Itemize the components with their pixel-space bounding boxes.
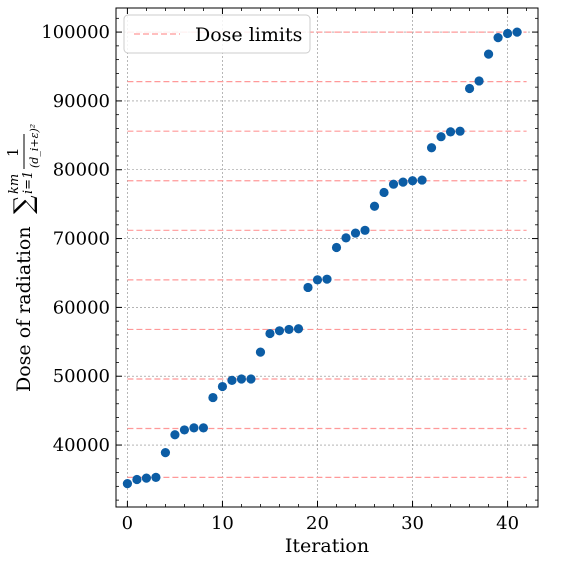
data-point-40 [502,28,513,39]
y-axis-label-fraction-numerator: 1 [4,147,22,157]
data-point-6 [179,425,190,435]
legend: Dose limits [123,14,311,54]
data-point-14 [255,347,266,357]
y-axis-label-sum-lower: i=1 [21,171,36,194]
x-tick-label-10: 10 [211,513,234,534]
y-tick-label-70000: 70000 [53,229,110,250]
data-point-8 [198,423,209,433]
data-point-15 [265,328,275,339]
data-point-5 [170,430,180,440]
x-tick-label-30: 30 [401,513,424,534]
data-point-27 [379,187,389,198]
data-point-0 [122,478,133,489]
data-point-33 [436,132,446,142]
data-point-37 [474,76,484,86]
y-tick-label-80000: 80000 [53,160,110,181]
data-point-16 [274,326,285,336]
data-point-17 [284,324,294,335]
data-point-32 [426,143,437,153]
data-point-23 [341,233,351,243]
y-axis-label: Dose of radiation ∑ km i=1 1 (d_i+ε)² [4,124,41,392]
data-point-4 [160,448,171,458]
y-axis-label-sum-upper: km [7,174,22,194]
data-point-25 [360,225,370,235]
data-point-22 [331,242,342,253]
y-tick-label-100000: 100000 [41,22,110,43]
y-tick-label-60000: 60000 [53,297,110,318]
data-point-24 [350,228,361,238]
data-point-38 [483,49,494,59]
data-point-9 [208,392,218,403]
axis-ticks [116,8,538,507]
data-point-36 [464,83,475,94]
data-point-11 [227,375,237,385]
plot-frame [115,7,539,508]
y-tick-label-40000: 40000 [53,435,110,456]
data-points [122,27,522,489]
y-tick-label-50000: 50000 [53,366,110,387]
legend-box [123,14,311,54]
data-point-34 [445,127,456,137]
data-point-3 [151,472,161,483]
grid-lines [116,8,538,507]
data-point-1 [132,474,142,485]
data-point-30 [407,176,418,186]
data-point-39 [493,32,503,43]
y-axis-label-fraction-denominator: (d_i+ε)² [28,124,41,168]
data-point-20 [312,275,323,285]
data-point-28 [388,179,399,189]
y-axis-label-sum: ∑ [9,195,39,214]
data-point-35 [455,126,465,136]
x-tick-label-20: 20 [306,513,329,534]
y-axis-label-text: Dose of radiation [13,226,35,392]
data-point-13 [246,374,256,384]
data-point-18 [293,324,304,334]
data-point-26 [369,201,380,211]
y-tick-label-90000: 90000 [53,91,110,112]
data-point-7 [189,423,199,433]
data-point-29 [398,177,408,187]
tick-labels: 0 10 20 30 40 40000 50000 60000 70000 80000 90000 1… [41,22,519,534]
legend-dose-limits-label: Dose limits [195,24,302,46]
data-point-31 [417,175,427,185]
data-point-2 [141,473,152,483]
x-tick-label-40: 40 [496,513,519,534]
data-point-10 [217,381,228,392]
data-point-21 [322,274,332,284]
x-axis-label: Iteration [285,535,369,557]
data-point-12 [236,374,247,384]
data-point-19 [303,282,313,293]
x-tick-label-0: 0 [122,513,133,534]
data-point-41 [512,27,522,37]
